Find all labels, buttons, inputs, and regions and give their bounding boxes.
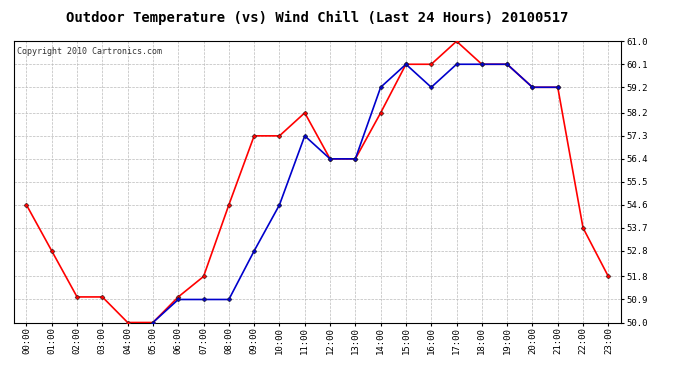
Text: Copyright 2010 Cartronics.com: Copyright 2010 Cartronics.com — [17, 47, 162, 56]
Text: Outdoor Temperature (vs) Wind Chill (Last 24 Hours) 20100517: Outdoor Temperature (vs) Wind Chill (Las… — [66, 11, 569, 26]
